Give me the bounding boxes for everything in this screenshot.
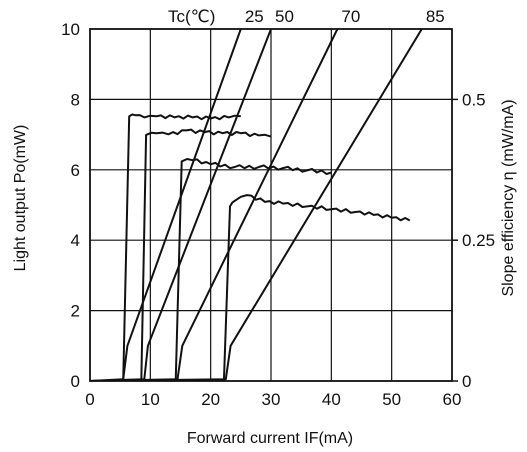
x-tick-label: 50	[382, 390, 401, 409]
legend-title: Tc(℃)	[168, 7, 215, 26]
grid	[90, 29, 452, 381]
y-tick-label-right: 0.5	[462, 90, 486, 109]
x-tick-label: 10	[141, 390, 160, 409]
x-tick-label: 30	[262, 390, 281, 409]
slope-efficiency-line-85	[90, 194, 411, 381]
temp-label-50: 50	[275, 7, 294, 26]
y-tick-label-left: 4	[71, 231, 80, 250]
y-tick-label-right: 0.25	[462, 231, 495, 250]
x-tick-label: 20	[201, 390, 220, 409]
y-tick-label-left: 6	[71, 161, 80, 180]
x-axis-title: Forward current IF(mA)	[187, 430, 353, 447]
temp-label-85: 85	[426, 7, 445, 26]
light-output-line-25	[90, 29, 242, 381]
y-tick-label-left: 10	[61, 20, 80, 39]
x-tick-label: 60	[443, 390, 462, 409]
slope-efficiency-line-50	[90, 128, 272, 381]
slope-efficiency-line-70	[90, 158, 332, 381]
x-tick-label: 0	[85, 390, 94, 409]
labels: Forward current IF(mA) Light output Po(m…	[12, 7, 517, 447]
y-tick-label-right: 0	[462, 372, 471, 391]
y-tick-label-left: 8	[71, 90, 80, 109]
temp-label-25: 25	[245, 7, 264, 26]
y-axis-title-right: Slope efficiency η (mW/mA)	[500, 99, 517, 296]
temp-label-70: 70	[341, 7, 360, 26]
slope-efficiency-line-25	[90, 113, 241, 381]
y-tick-label-left: 2	[71, 302, 80, 321]
y-tick-label-left: 0	[71, 372, 80, 391]
x-tick-label: 40	[322, 390, 341, 409]
light-output-line-85	[90, 29, 423, 381]
series	[90, 29, 423, 381]
y-axis-title-left: Light output Po(mW)	[12, 125, 29, 272]
